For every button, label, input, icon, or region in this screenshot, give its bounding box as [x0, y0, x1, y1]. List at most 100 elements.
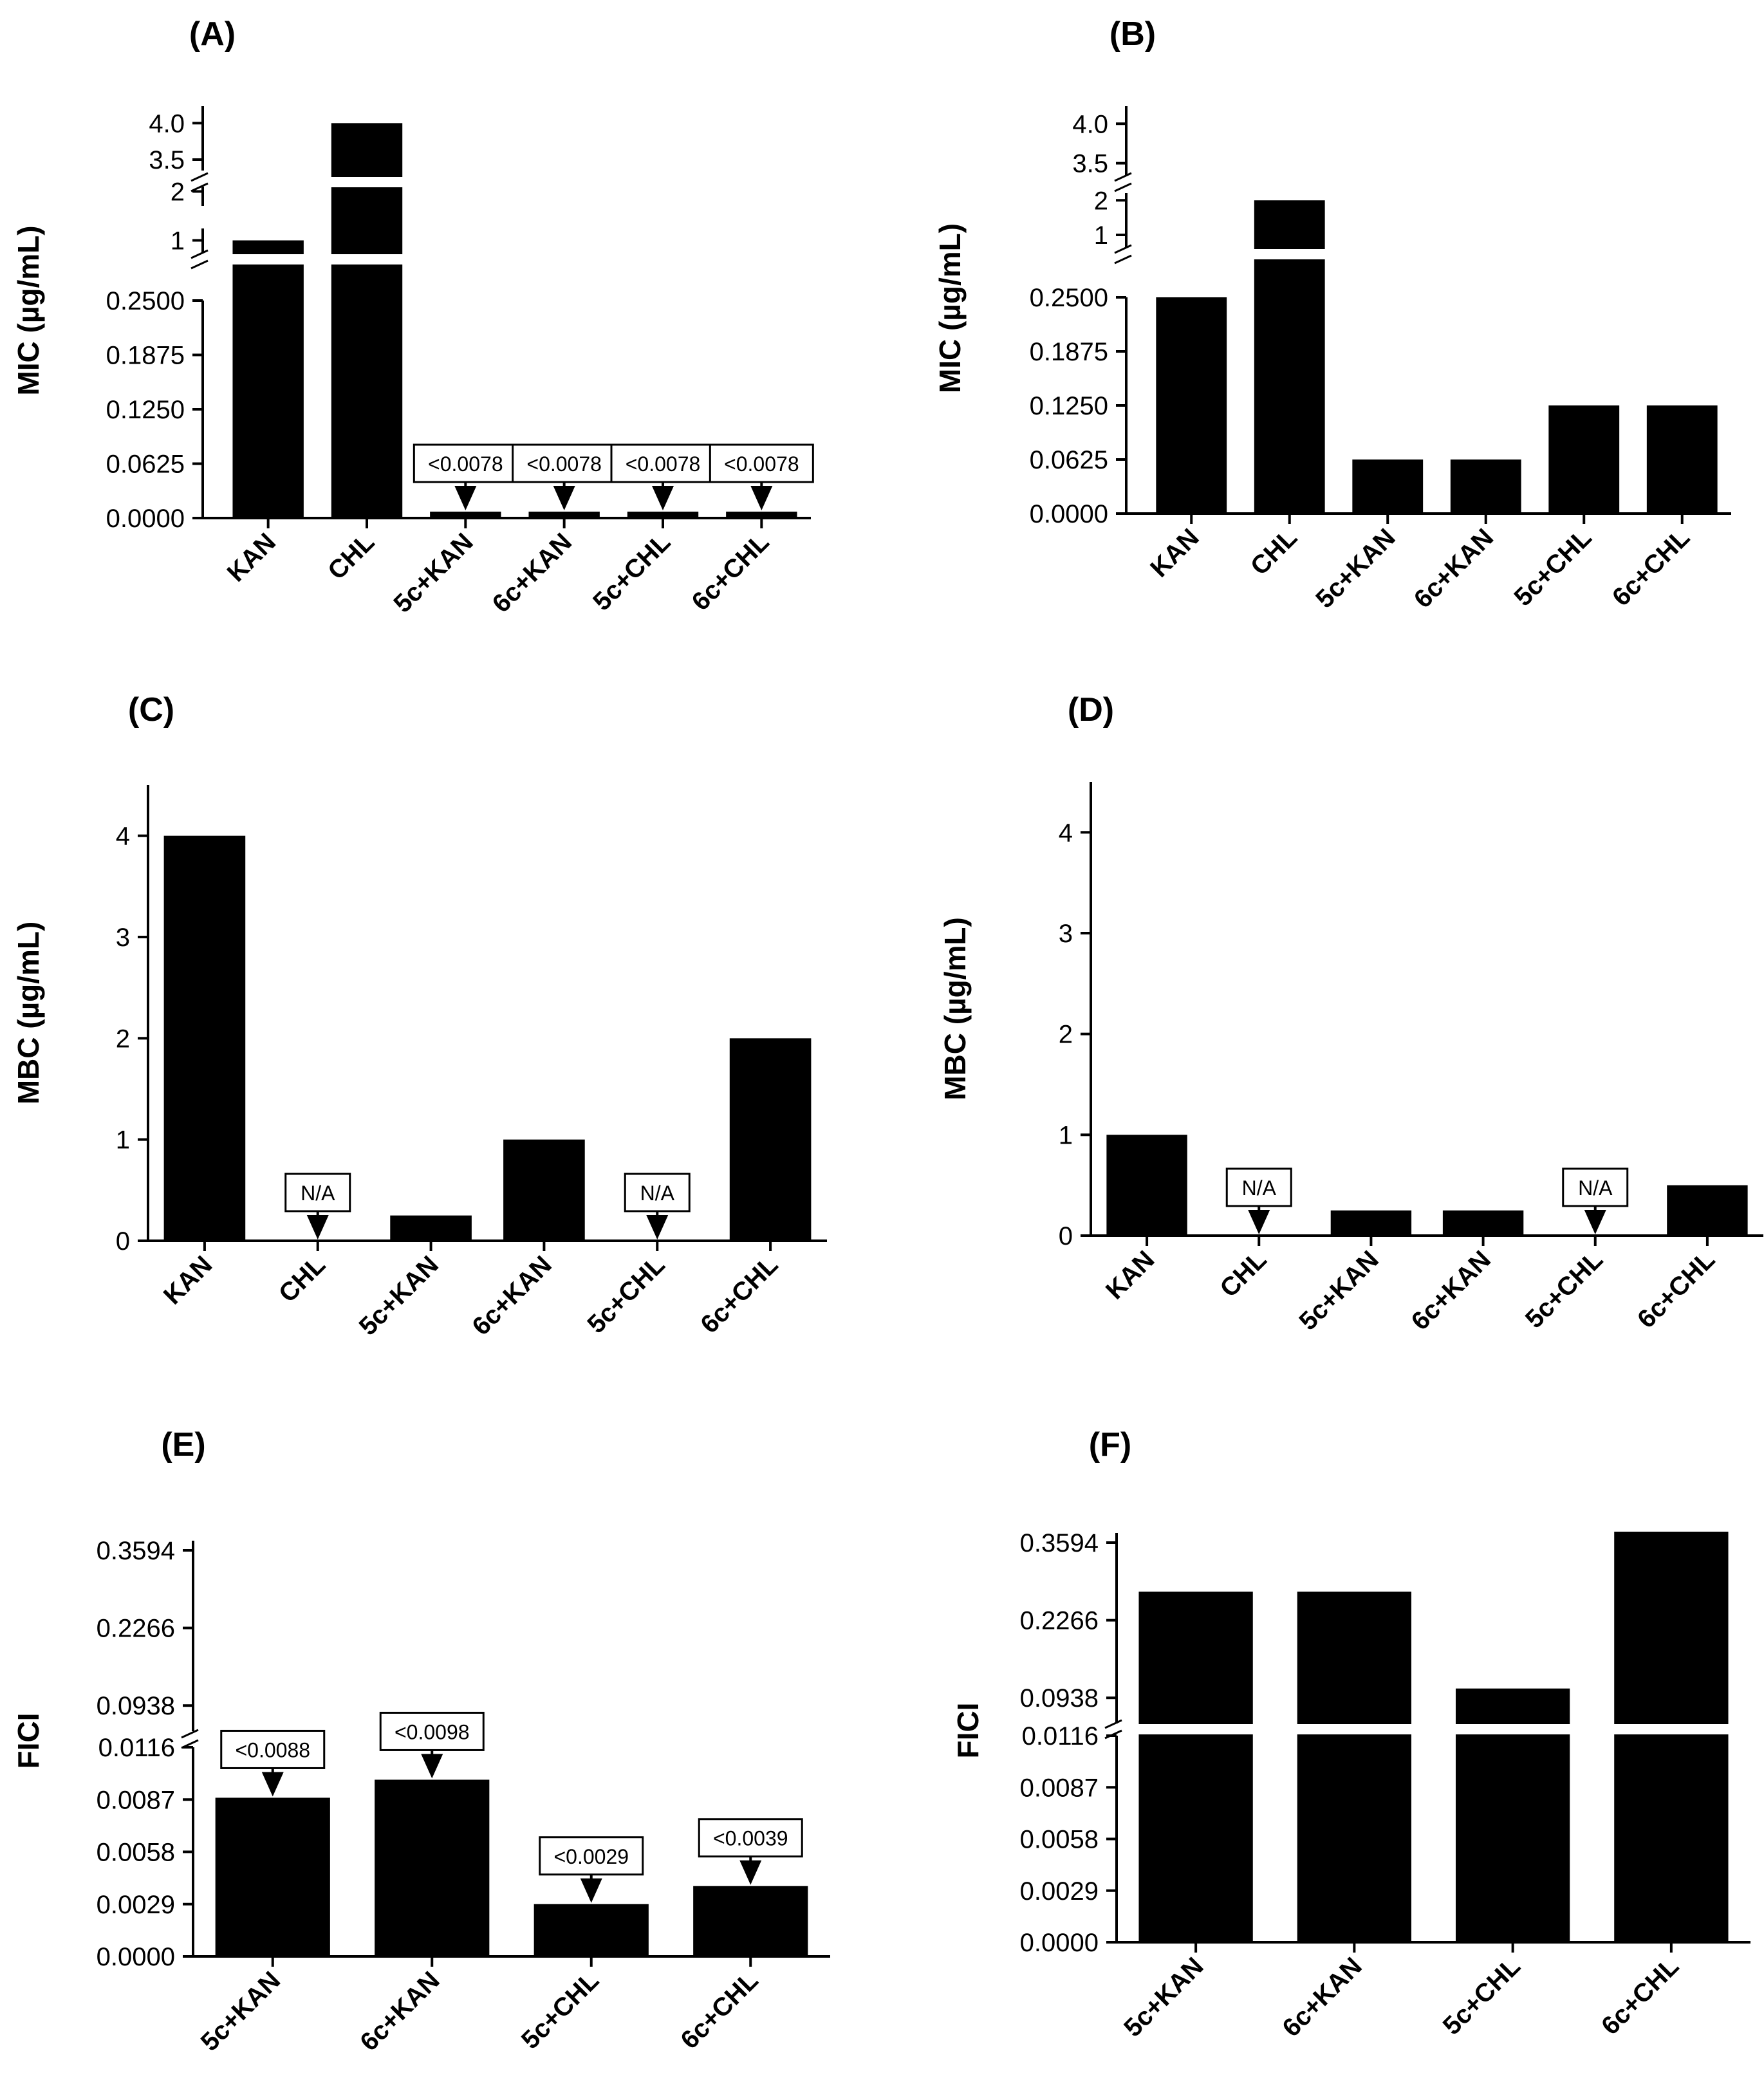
- annotation-label: <0.0098: [395, 1720, 470, 1743]
- x-tick-label: 5c+CHL: [1438, 1952, 1526, 2040]
- y-tick-label: 0.0000: [1020, 1929, 1099, 1957]
- chart-panel-f: (F) FICI 0.0000 0.0029 0.0058 0.0087 0.0116 0.0…: [951, 1426, 1757, 2043]
- y-tick-label: 0.0029: [97, 1891, 175, 1919]
- y-tick-label: 0.3594: [97, 1537, 175, 1565]
- annotation-label: <0.0078: [626, 452, 701, 476]
- bar-6c-chl: [729, 1038, 812, 1241]
- bar-5c-kan: [430, 512, 501, 518]
- annotation-callout: N/A: [284, 1173, 351, 1239]
- y-tick-label: 4: [1059, 819, 1073, 847]
- annotation-box: [284, 1173, 351, 1212]
- annotation-arrow-head: [652, 486, 674, 510]
- panel-label: (E): [161, 1426, 205, 1463]
- y-tick-label: 1: [1059, 1121, 1073, 1149]
- annotation-arrow-head: [553, 486, 575, 510]
- annotation-box: [413, 443, 518, 483]
- y-tick-label: 0.0000: [106, 505, 185, 533]
- annotation-arrow-head: [750, 486, 773, 510]
- annotation-callout: <0.0078: [413, 443, 518, 510]
- x-tick-label: 6c+KAN: [1277, 1952, 1367, 2042]
- annotation-callout: <0.0098: [379, 1711, 485, 1779]
- y-tick-label: 3.5: [149, 146, 185, 174]
- annotation-label: <0.0029: [553, 1845, 629, 1868]
- axis-break-gap: [190, 254, 817, 265]
- axis-break-mark: [190, 259, 209, 270]
- y-tick-label: 1: [116, 1126, 130, 1155]
- annotation-label: N/A: [301, 1182, 335, 1205]
- axis-break-mark: [1104, 1719, 1122, 1729]
- panel-label: (B): [1109, 15, 1156, 53]
- y-tick-label: 0.0000: [1030, 500, 1108, 528]
- y-tick-label: 0.0087: [1020, 1774, 1099, 1802]
- bar-5c-kan: [1352, 460, 1424, 514]
- panel-label: (D): [1068, 691, 1114, 729]
- bar-6c-chl: [1646, 405, 1718, 514]
- axis-break-mark: [190, 172, 209, 182]
- y-tick-label: 0.1875: [106, 342, 185, 370]
- x-tick-label: KAN: [1145, 523, 1204, 582]
- x-tick-label: CHL: [1245, 523, 1303, 580]
- annotation-label: N/A: [640, 1182, 675, 1205]
- bar-5c-chl: [627, 512, 699, 518]
- annotation-box: [220, 1729, 326, 1769]
- y-tick-label: 1: [171, 227, 185, 255]
- x-tick-label: 6c+KAN: [1409, 523, 1499, 613]
- x-tick-label: 6c+CHL: [686, 528, 774, 616]
- axis-break-gap: [180, 1734, 837, 1744]
- bar-5c-kan: [215, 1797, 330, 1956]
- panel-label: (F): [1089, 1426, 1131, 1463]
- chart-panel-d: (D) MBC (µg/mL) 0 1 2 3 4 KAN CHL 5c+KAN 6c+KAN 5c+…: [938, 691, 1763, 1336]
- annotation-label: <0.0078: [526, 452, 602, 476]
- annotation-arrow-head: [1584, 1210, 1606, 1234]
- annotation-label: <0.0078: [428, 452, 503, 476]
- y-axis-label: FICI: [951, 1703, 985, 1759]
- y-tick-label: 0.0087: [97, 1786, 175, 1814]
- bar-kan: [1106, 1135, 1187, 1236]
- bar-6c-kan: [528, 512, 600, 518]
- annotation-box: [709, 443, 814, 483]
- x-tick-label: 5c+KAN: [354, 1250, 444, 1341]
- y-axis-label: MIC (µg/mL): [933, 223, 967, 393]
- chart-panel-e: (E) FICI 0.0000 0.0029 0.0058 0.0087 0.0116 0.0…: [12, 1426, 837, 2057]
- bar-5c-kan: [1138, 1592, 1253, 1942]
- x-tick-label: KAN: [1100, 1245, 1160, 1304]
- annotation-arrow-head: [1248, 1210, 1270, 1234]
- annotation-callout: N/A: [624, 1173, 691, 1239]
- bar-6c-chl: [693, 1886, 808, 1956]
- annotation-box: [1562, 1167, 1629, 1207]
- x-tick-label: CHL: [274, 1250, 331, 1308]
- annotation-callout: <0.0039: [698, 1818, 803, 1885]
- x-tick-label: KAN: [222, 528, 281, 587]
- y-tick-label: 3: [116, 924, 130, 952]
- x-tick-label: 5c+KAN: [196, 1966, 286, 2056]
- y-axis-label: MBC (µg/mL): [12, 922, 45, 1105]
- x-tick-label: 5c+CHL: [588, 528, 676, 616]
- y-tick-label: 0: [116, 1227, 130, 1256]
- annotation-box: [610, 443, 716, 483]
- bar-chl: [1254, 200, 1325, 514]
- x-tick-label: 5c+KAN: [1119, 1952, 1209, 2042]
- axis-break-mark: [190, 249, 209, 259]
- y-tick-label: 0.2266: [1020, 1607, 1099, 1635]
- y-tick-label: 0.0625: [106, 450, 185, 479]
- annotation-label: <0.0039: [713, 1827, 788, 1850]
- x-tick-label: 6c+KAN: [487, 528, 577, 618]
- annotation-callout: <0.0078: [610, 443, 716, 510]
- x-tick-label: 6c+CHL: [1632, 1245, 1720, 1333]
- annotation-arrow-head: [421, 1754, 443, 1779]
- bar-6c-chl: [1614, 1532, 1729, 1942]
- y-tick-label: 0.2266: [97, 1615, 175, 1643]
- bar-6c-kan: [375, 1779, 490, 1956]
- bar-kan: [163, 835, 246, 1241]
- y-axis-label: MIC (µg/mL): [12, 225, 45, 395]
- bar-5c-kan: [390, 1215, 472, 1241]
- axis-break-gap: [1113, 249, 1738, 259]
- y-tick-label: 0.1250: [1030, 392, 1108, 420]
- x-tick-label: 6c+CHL: [1607, 523, 1695, 611]
- annotation-callout: <0.0078: [512, 443, 617, 510]
- y-tick-label: 2: [116, 1025, 130, 1053]
- annotation-box: [1225, 1167, 1292, 1207]
- x-tick-label: 6c+KAN: [467, 1250, 557, 1341]
- y-tick-label: 4: [116, 822, 130, 851]
- x-tick-label: 6c+KAN: [355, 1966, 445, 2056]
